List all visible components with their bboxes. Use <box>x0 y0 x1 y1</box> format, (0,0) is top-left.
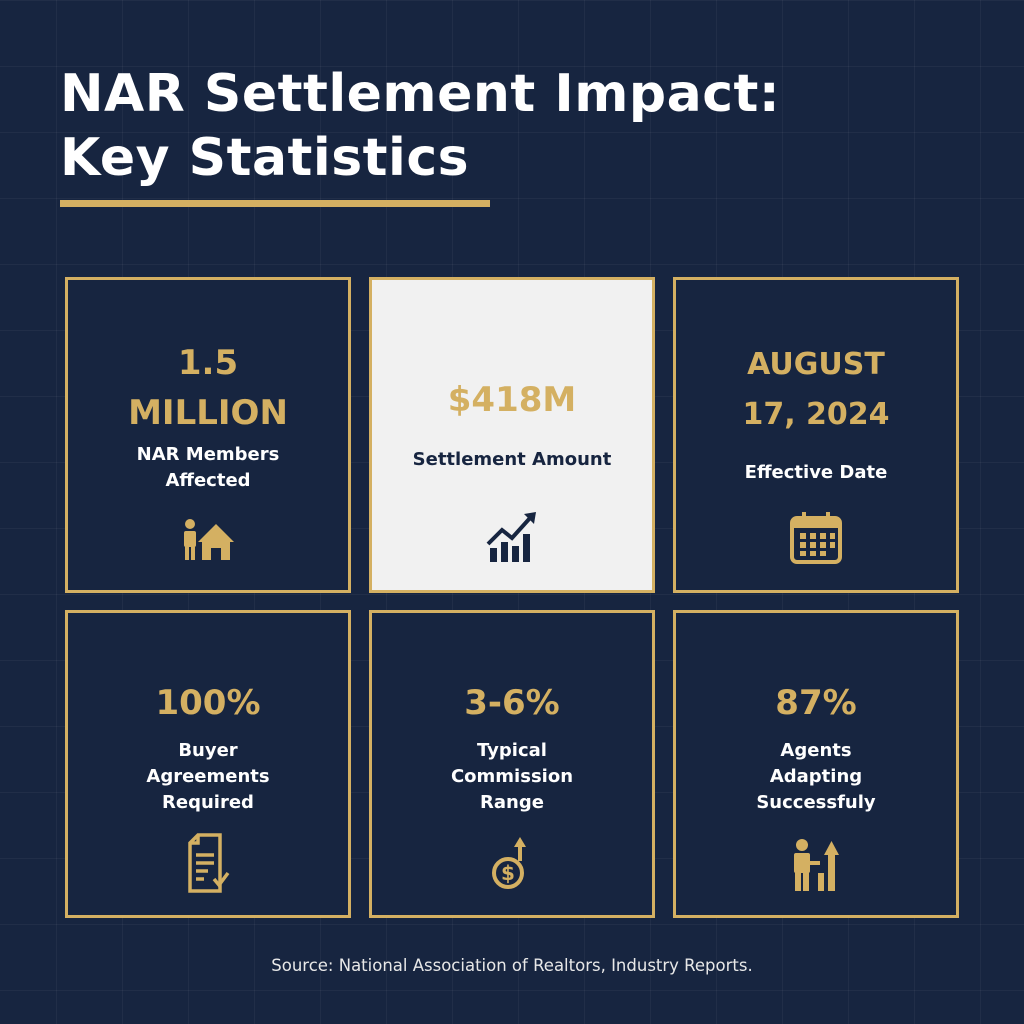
stat-label: Agents Adapting Successfuly <box>756 740 876 813</box>
stat-label: NAR Members Affected <box>136 444 280 491</box>
calendar-icon <box>790 512 842 564</box>
stat-card-effective-date: AUGUST 17, 2024 Effective Date <box>673 277 959 593</box>
stat-card-settlement: $418M Settlement Amount <box>369 277 655 593</box>
stat-card-commission-range: 3-6% Typical Commission Range $ <box>369 610 655 918</box>
stat-value: 100% <box>155 683 261 723</box>
stat-card-buyer-agreements: 100% Buyer Agreements Required <box>65 610 351 918</box>
page-title: NAR Settlement Impact: Key Statistics <box>60 62 780 190</box>
stat-value: 1.5 MILLION <box>128 343 288 433</box>
stat-card-agents-adapting: 87% Agents Adapting Successfuly <box>673 610 959 918</box>
person-growth-icon <box>794 839 839 891</box>
stat-label: Typical Commission Range <box>450 740 574 813</box>
dollar-coin-up-icon: $ <box>492 837 526 889</box>
title-line-1: NAR Settlement Impact: <box>60 64 781 124</box>
source-note: Source: National Association of Realtors… <box>271 956 753 975</box>
title-line-2: Key Statistics <box>60 128 470 188</box>
rising-bar-chart-icon <box>486 512 536 562</box>
svg-text:$: $ <box>501 861 515 885</box>
stat-card-members: 1.5 MILLION NAR Members Affected <box>65 277 351 593</box>
stat-label: Buyer Agreements Required <box>146 740 270 813</box>
signed-document-icon <box>188 833 230 893</box>
stat-label: Settlement Amount <box>412 449 612 470</box>
title-underline <box>60 200 490 207</box>
person-house-icon <box>184 519 234 560</box>
stat-value: 3-6% <box>464 683 560 723</box>
stat-value: 87% <box>775 683 857 723</box>
stat-label: Effective Date <box>744 462 888 483</box>
stat-value: AUGUST 17, 2024 <box>742 347 890 432</box>
stat-value: $418M <box>447 380 577 420</box>
